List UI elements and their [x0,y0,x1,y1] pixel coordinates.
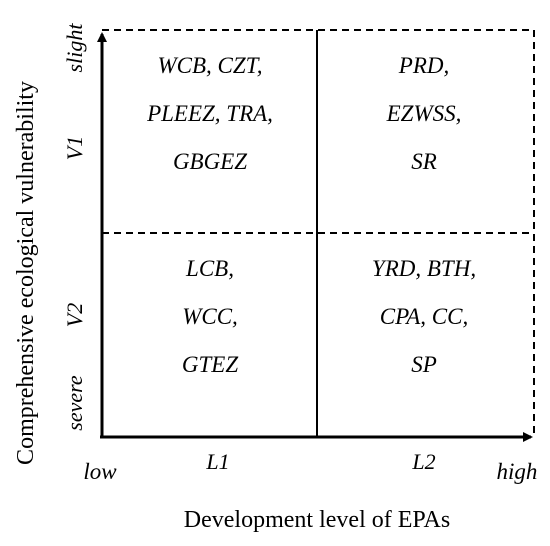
x-axis-title: Development level of EPAs [184,507,450,533]
quadrant-text-line: CPA, CC, [380,304,468,329]
quadrant-text-line: WCC, [182,304,238,329]
quadrant-top-left: WCB, CZT, PLEEZ, TRA, GBGEZ [146,53,273,174]
y-level-v2: V2 [62,303,87,327]
y-bottom-label: severe [62,375,87,431]
quadrant-text-line: SP [411,352,437,377]
quadrant-text-line: WCB, CZT, [157,53,262,78]
quadrant-text-line: LCB, [185,256,234,281]
quadrant-text-line: YRD, BTH, [372,256,476,281]
quadrant-bottom-right: YRD, BTH, CPA, CC, SP [372,256,476,377]
quadrant-top-right: PRD, EZWSS, SR [386,53,462,174]
quadrant-text-line: PRD, [398,53,449,78]
quadrant-text-line: GTEZ [182,352,238,377]
x-left-label: low [83,459,117,484]
quadrant-text-line: PLEEZ, TRA, [146,101,273,126]
x-level-l2: L2 [411,449,435,474]
y-level-v1: V1 [62,136,87,160]
quadrant-bottom-left: LCB, WCC, GTEZ [182,256,238,377]
quadrant-text-line: GBGEZ [173,149,247,174]
x-right-label: high [497,459,538,484]
x-level-l1: L1 [205,449,229,474]
quadrant-text-line: SR [411,149,437,174]
y-axis-title: Comprehensive ecological vulnerability [13,81,39,465]
quadrant-text-line: EZWSS, [386,101,462,126]
y-top-label: slight [62,23,87,73]
